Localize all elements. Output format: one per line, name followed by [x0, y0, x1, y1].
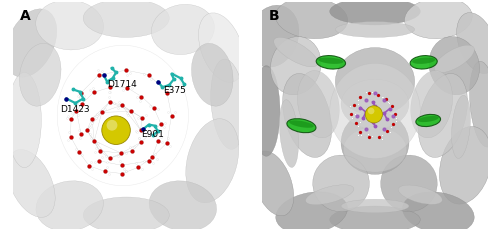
Text: E375: E375 — [164, 86, 186, 95]
Ellipse shape — [416, 114, 440, 127]
Ellipse shape — [36, 0, 104, 50]
Ellipse shape — [149, 181, 216, 231]
Text: D1714: D1714 — [107, 80, 137, 89]
Ellipse shape — [380, 155, 438, 212]
Ellipse shape — [152, 4, 214, 55]
Ellipse shape — [57, 45, 188, 186]
Ellipse shape — [198, 13, 244, 82]
Ellipse shape — [20, 43, 61, 106]
Ellipse shape — [404, 0, 472, 39]
Ellipse shape — [6, 9, 57, 77]
Ellipse shape — [316, 56, 346, 69]
Ellipse shape — [434, 45, 474, 73]
Text: E901: E901 — [141, 130, 164, 139]
Ellipse shape — [289, 120, 314, 128]
Ellipse shape — [330, 206, 420, 231]
Ellipse shape — [341, 111, 409, 174]
Ellipse shape — [398, 185, 442, 204]
Ellipse shape — [274, 37, 318, 67]
Ellipse shape — [418, 73, 468, 158]
Ellipse shape — [312, 155, 370, 212]
Circle shape — [368, 108, 374, 114]
Ellipse shape — [36, 181, 104, 231]
Ellipse shape — [306, 185, 354, 205]
Ellipse shape — [282, 73, 332, 158]
Ellipse shape — [456, 13, 497, 73]
Ellipse shape — [330, 64, 420, 158]
Ellipse shape — [336, 48, 414, 116]
Ellipse shape — [287, 119, 316, 133]
Ellipse shape — [253, 66, 280, 156]
Ellipse shape — [336, 21, 414, 37]
Ellipse shape — [270, 36, 321, 95]
Ellipse shape — [252, 151, 294, 216]
Ellipse shape — [192, 43, 233, 106]
Ellipse shape — [298, 70, 340, 138]
Ellipse shape — [276, 192, 347, 231]
Text: A: A — [20, 9, 30, 23]
Ellipse shape — [429, 36, 480, 95]
Text: B: B — [268, 9, 279, 23]
Ellipse shape — [83, 197, 170, 231]
Ellipse shape — [280, 100, 298, 167]
Ellipse shape — [402, 192, 474, 231]
Ellipse shape — [186, 119, 239, 203]
Ellipse shape — [440, 127, 492, 204]
Circle shape — [366, 106, 382, 123]
Ellipse shape — [412, 58, 435, 64]
Ellipse shape — [8, 73, 42, 167]
Circle shape — [102, 116, 130, 144]
Ellipse shape — [410, 70, 453, 138]
Ellipse shape — [410, 56, 437, 69]
Ellipse shape — [341, 79, 409, 129]
Ellipse shape — [318, 58, 344, 64]
Ellipse shape — [7, 149, 55, 217]
Ellipse shape — [211, 59, 246, 149]
Ellipse shape — [344, 127, 406, 172]
Ellipse shape — [73, 59, 172, 172]
Ellipse shape — [452, 95, 470, 158]
Ellipse shape — [248, 5, 299, 67]
Ellipse shape — [276, 0, 347, 39]
Text: D1423: D1423 — [60, 105, 90, 114]
Ellipse shape — [83, 0, 170, 37]
Circle shape — [106, 120, 118, 131]
Ellipse shape — [470, 61, 498, 147]
Ellipse shape — [341, 199, 409, 213]
Ellipse shape — [330, 0, 420, 25]
Ellipse shape — [418, 116, 438, 122]
